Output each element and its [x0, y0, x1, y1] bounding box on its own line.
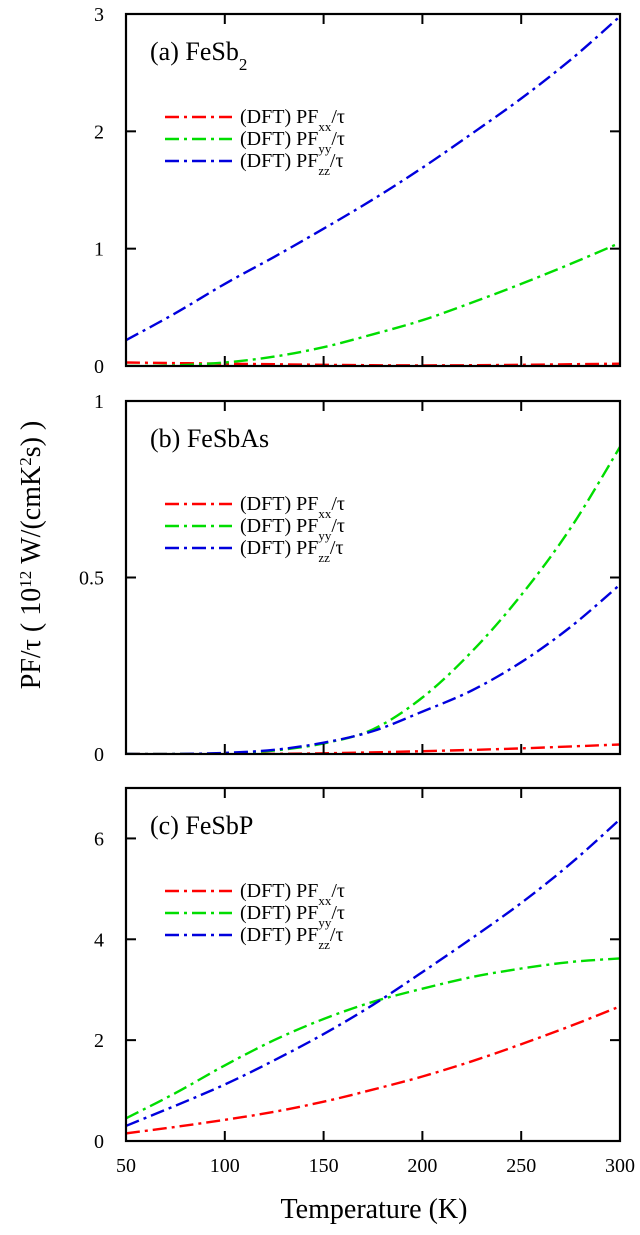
- y-tick-label: 0: [94, 1131, 104, 1153]
- legend-label: (DFT) PFyy/τ: [240, 902, 345, 930]
- legend-label: (DFT) PFyy/τ: [240, 128, 345, 156]
- series-line-zz: [126, 818, 620, 1128]
- plot-frame: [124, 12, 622, 368]
- y-tick-label: 2: [94, 1030, 104, 1052]
- panel-0: 0 1 2 3 (a) FeSb2 (DFT) PFxx/τ(DFT) PFyy/τ(DF…: [94, 4, 622, 378]
- x-tick-label: 300: [605, 1155, 635, 1177]
- legend: (DFT) PFxx/τ(DFT) PFyy/τ(DFT) PFzz/τ: [165, 106, 345, 178]
- panel-title: (c) FeSbP: [150, 811, 253, 840]
- plot-frame: [124, 786, 622, 1143]
- series-line-yy: [126, 446, 620, 754]
- legend-label: (DFT) PFzz/τ: [240, 537, 344, 565]
- y-tick-label: 4: [94, 929, 104, 951]
- legend: (DFT) PFxx/τ(DFT) PFyy/τ(DFT) PFzz/τ: [165, 880, 345, 952]
- x-tick-label: 150: [309, 1155, 339, 1177]
- y-tick-label: 0: [94, 356, 104, 378]
- panel-title: (b) FeSbAs: [150, 424, 269, 453]
- series-line-yy: [126, 957, 620, 1120]
- legend: (DFT) PFxx/τ(DFT) PFyy/τ(DFT) PFzz/τ: [165, 493, 345, 565]
- y-tick-label: 6: [94, 828, 104, 850]
- y-tick-label: 0: [94, 744, 104, 766]
- legend-label: (DFT) PFxx/τ: [240, 880, 345, 908]
- panel-1-curves: [126, 446, 620, 754]
- x-tick-label: 50: [116, 1155, 136, 1177]
- panel-2: 50 100 150 200 250 300 0 2 4 6 (c) FeSbP (DFT) PFxx…: [94, 786, 635, 1177]
- y-tick-label: 1: [94, 391, 104, 413]
- y-axis-title: PF/τ ( 1012 W/(cmK2s) ): [16, 421, 48, 690]
- legend-label: (DFT) PFzz/τ: [240, 150, 344, 178]
- series-line-zz: [126, 15, 620, 342]
- x-tick-label: 200: [407, 1155, 437, 1177]
- legend-label: (DFT) PFzz/τ: [240, 924, 344, 952]
- y-tick-label: 3: [94, 4, 104, 26]
- panel-2-curves: [126, 818, 620, 1135]
- series-line-yy: [126, 241, 620, 366]
- x-tick-label: 250: [506, 1155, 536, 1177]
- legend-label: (DFT) PFxx/τ: [240, 493, 345, 521]
- legend-label: (DFT) PFyy/τ: [240, 515, 345, 543]
- x-axis-title: Temperature (K): [281, 1194, 468, 1225]
- panel-0-curves: [126, 15, 620, 366]
- legend-label: (DFT) PFxx/τ: [240, 106, 345, 134]
- panel-1: 0 0.5 1 (b) FeSbAs (DFT) PFxx/τ(DFT) PFyy/τ(…: [79, 391, 622, 766]
- y-tick-label: 0.5: [79, 568, 104, 590]
- series-line-xx: [126, 743, 620, 754]
- y-tick-label: 1: [94, 239, 104, 261]
- panel-title: (a) FeSb2: [150, 37, 247, 74]
- y-tick-label: 2: [94, 121, 104, 143]
- x-tick-label: 100: [210, 1155, 240, 1177]
- series-line-xx: [126, 1005, 620, 1135]
- plot-frame: [124, 399, 622, 756]
